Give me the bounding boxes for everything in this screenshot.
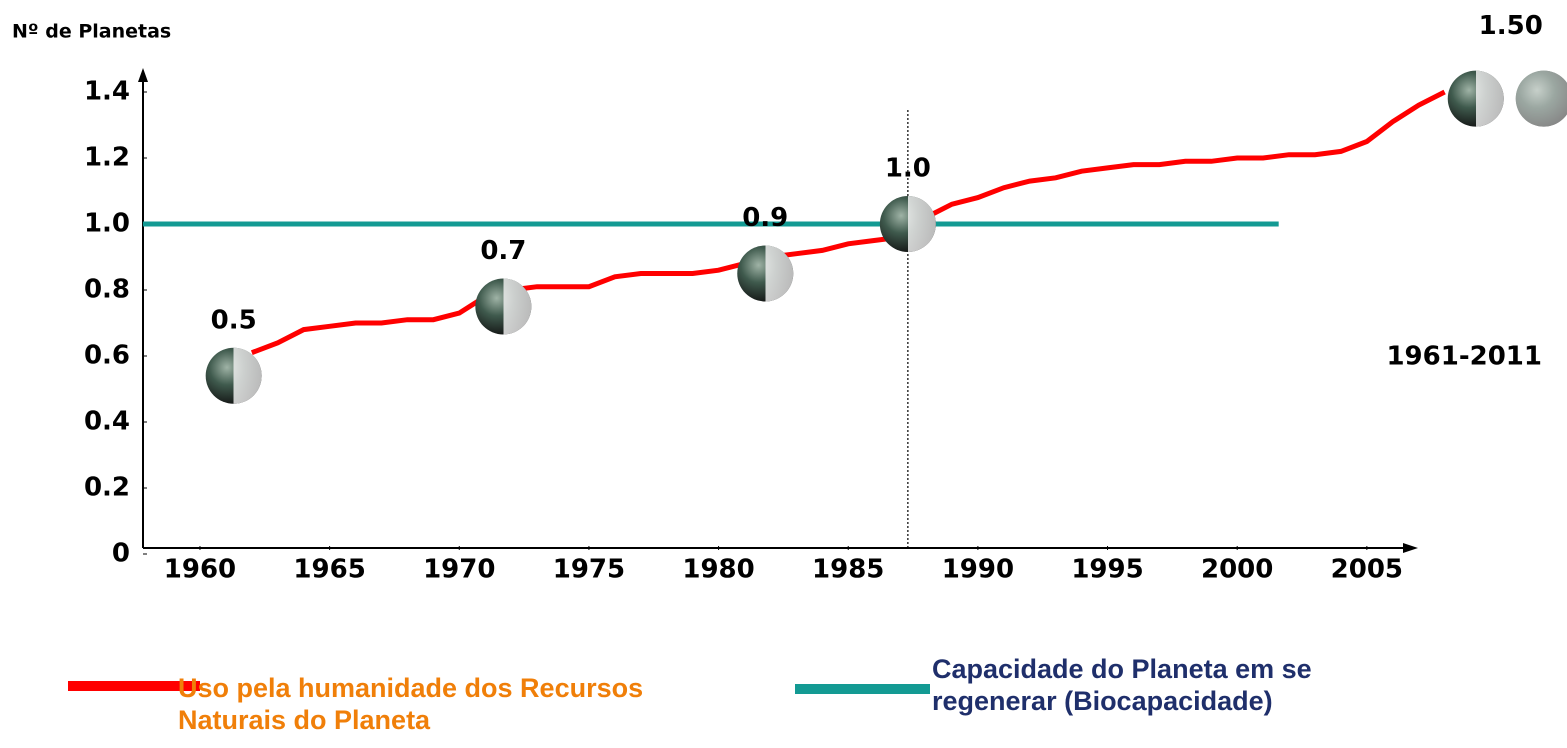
legend-swatch [795,684,930,694]
x-tick-label: 2005 [1331,555,1403,585]
x-tick-label: 1965 [293,555,365,585]
globe-light [880,196,936,252]
y-tick-label: 1.4 [84,77,130,107]
y-tick-label: 0.4 [84,407,130,437]
y-tick-label: 0 [112,539,130,569]
y-tick-label: 1.2 [84,143,130,173]
globe-light [737,246,793,302]
globe-light [475,279,531,335]
x-tick-label: 2000 [1201,555,1273,585]
x-tick-label: 1970 [423,555,495,585]
annotation-label: 0.7 [480,236,526,266]
page: Nº de Planetas 1961-2011 0 0.2 0.4 0.6 0.8 1.… [0,0,1567,748]
x-axis-arrow [1403,543,1418,553]
x-tick-label: 1995 [1071,555,1143,585]
y-tick-label: 0.6 [84,341,130,371]
annotation-label: 0.9 [742,203,788,233]
y-tick-label: 0.8 [84,275,130,305]
x-tick-label: 1985 [812,555,884,585]
y-tick-label: 0.2 [84,473,130,503]
globe-light [206,348,262,404]
y-axis-arrow [138,68,148,82]
period-note: 1961-2011 [1386,342,1542,372]
legend-label: Uso pela humanidade dos Recursos Naturai… [178,672,698,736]
chart: Nº de Planetas 1961-2011 0 0.2 0.4 0.6 0.8 1.… [0,0,1567,748]
x-tick-label: 1980 [682,555,754,585]
y-axis-title: Nº de Planetas [12,21,171,43]
y-tick-label: 1.0 [84,209,130,239]
annotation-label: 1.50 [1479,11,1543,41]
x-tick-label: 1990 [942,555,1014,585]
x-tick-label: 1975 [553,555,625,585]
globe-light [1516,71,1567,127]
annotation-label: 0.5 [211,305,257,335]
x-tick-label: 1960 [164,555,236,585]
annotation-label: 1.0 [885,154,931,184]
globe-light [1448,71,1504,127]
legend-label: Capacidade do Planeta em se regenerar (B… [932,653,1352,717]
